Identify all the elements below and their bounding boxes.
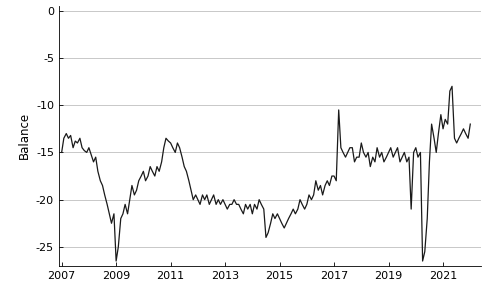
- Y-axis label: Balance: Balance: [17, 112, 30, 159]
